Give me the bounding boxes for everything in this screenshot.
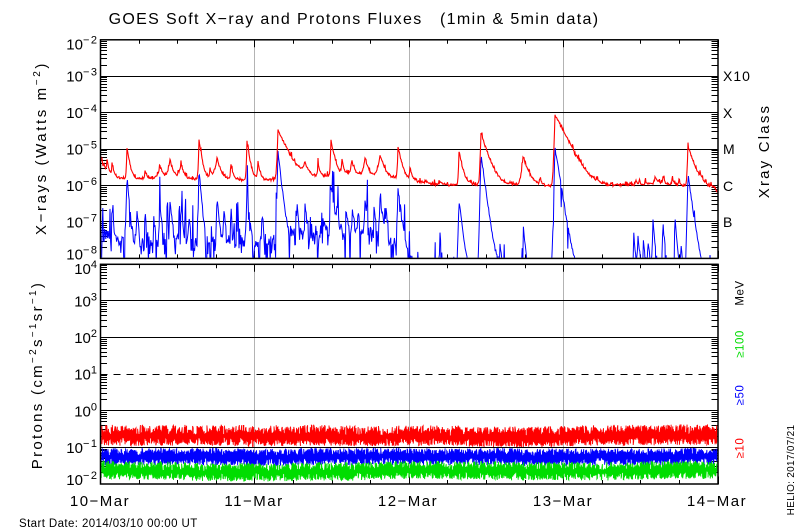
svg-text:≥50: ≥50 — [735, 385, 747, 406]
svg-text:12−Mar: 12−Mar — [378, 493, 438, 510]
svg-text:HELIO: 2017/07/21: HELIO: 2017/07/21 — [786, 425, 797, 516]
svg-text:Start Date: 2014/03/10 00:00 U: Start Date: 2014/03/10 00:00 UT — [19, 518, 198, 530]
svg-text:X−rays (Watts m−2): X−rays (Watts m−2) — [32, 61, 50, 235]
svg-text:MeV: MeV — [735, 280, 747, 305]
svg-text:Protons (cm−2s−1sr−1): Protons (cm−2s−1sr−1) — [28, 281, 46, 469]
svg-text:X10: X10 — [723, 68, 751, 84]
svg-text:≥10: ≥10 — [735, 438, 747, 459]
svg-text:≥100: ≥100 — [735, 330, 747, 358]
svg-text:11−Mar: 11−Mar — [224, 493, 283, 510]
svg-text:C: C — [723, 178, 734, 194]
svg-text:13−Mar: 13−Mar — [533, 493, 593, 510]
svg-text:X: X — [723, 105, 733, 121]
svg-text:B: B — [723, 214, 733, 230]
svg-text:M: M — [723, 141, 736, 157]
svg-text:14−Mar: 14−Mar — [687, 493, 747, 510]
svg-text:GOES Soft X−ray and Protons Fl: GOES Soft X−ray and Protons Fluxes (1min… — [109, 11, 600, 28]
svg-text:Xray Class: Xray Class — [756, 104, 773, 199]
svg-text:10−Mar: 10−Mar — [70, 493, 130, 510]
